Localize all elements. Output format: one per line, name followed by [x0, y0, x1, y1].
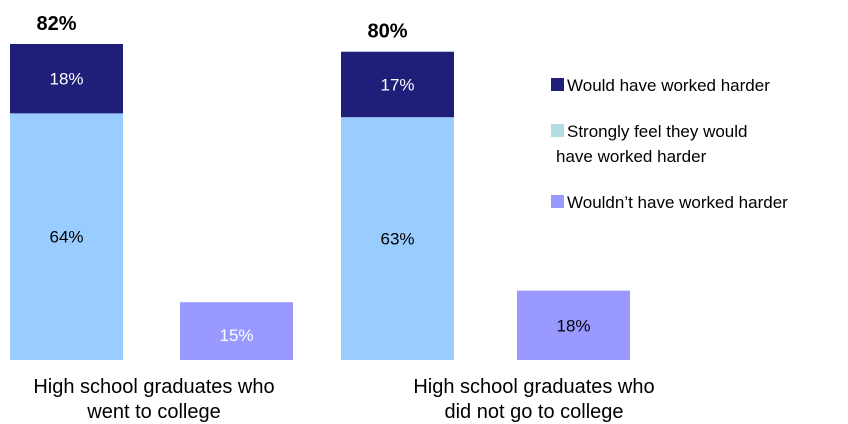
labels-group: 64% 18% 82% 15% 63% 17% 80% 18%	[36, 13, 590, 345]
legend-label-would-have-worked-harder: Would have worked harder	[567, 76, 770, 95]
bar-would-have-worked-harder-1	[10, 44, 123, 114]
data-label-strongly-feel-2: 63%	[380, 230, 414, 249]
bars-group	[10, 44, 630, 361]
total-label-1: 82%	[36, 13, 76, 35]
legend-label-wouldnt-have-worked-harder: Wouldn’t have worked harder	[567, 193, 788, 212]
legend-swatch-would-have-worked-harder	[551, 78, 564, 91]
category-label-1-line2: went to college	[86, 401, 220, 423]
bar-strongly-feel-1	[10, 113, 123, 361]
legend-swatch-strongly-feel	[551, 124, 564, 137]
category-label-2-line1: High school graduates who	[413, 376, 654, 398]
category-label-2-line2: did not go to college	[444, 401, 623, 423]
data-label-strongly-feel-1: 64%	[49, 228, 83, 247]
bar-strongly-feel-2	[341, 117, 454, 360]
bar-would-have-worked-harder-2	[341, 51, 454, 118]
data-label-would-have-worked-harder-2: 17%	[380, 75, 414, 94]
data-label-wouldnt-have-worked-harder-1: 15%	[219, 326, 253, 345]
total-label-2: 80%	[367, 21, 407, 43]
category-label-1-line1: High school graduates who	[33, 376, 274, 398]
data-label-wouldnt-have-worked-harder-2: 18%	[556, 316, 590, 335]
legend: Would have worked harder Strongly feel t…	[551, 76, 788, 212]
legend-label-strongly-feel-line2: have worked harder	[556, 147, 707, 166]
legend-label-strongly-feel-line1: Strongly feel they would	[567, 122, 748, 141]
data-label-would-have-worked-harder-1: 18%	[49, 70, 83, 89]
bar-wouldnt-have-worked-harder-1	[180, 302, 293, 360]
legend-swatch-wouldnt-have-worked-harder	[551, 195, 564, 208]
bar-wouldnt-have-worked-harder-2	[517, 290, 630, 360]
